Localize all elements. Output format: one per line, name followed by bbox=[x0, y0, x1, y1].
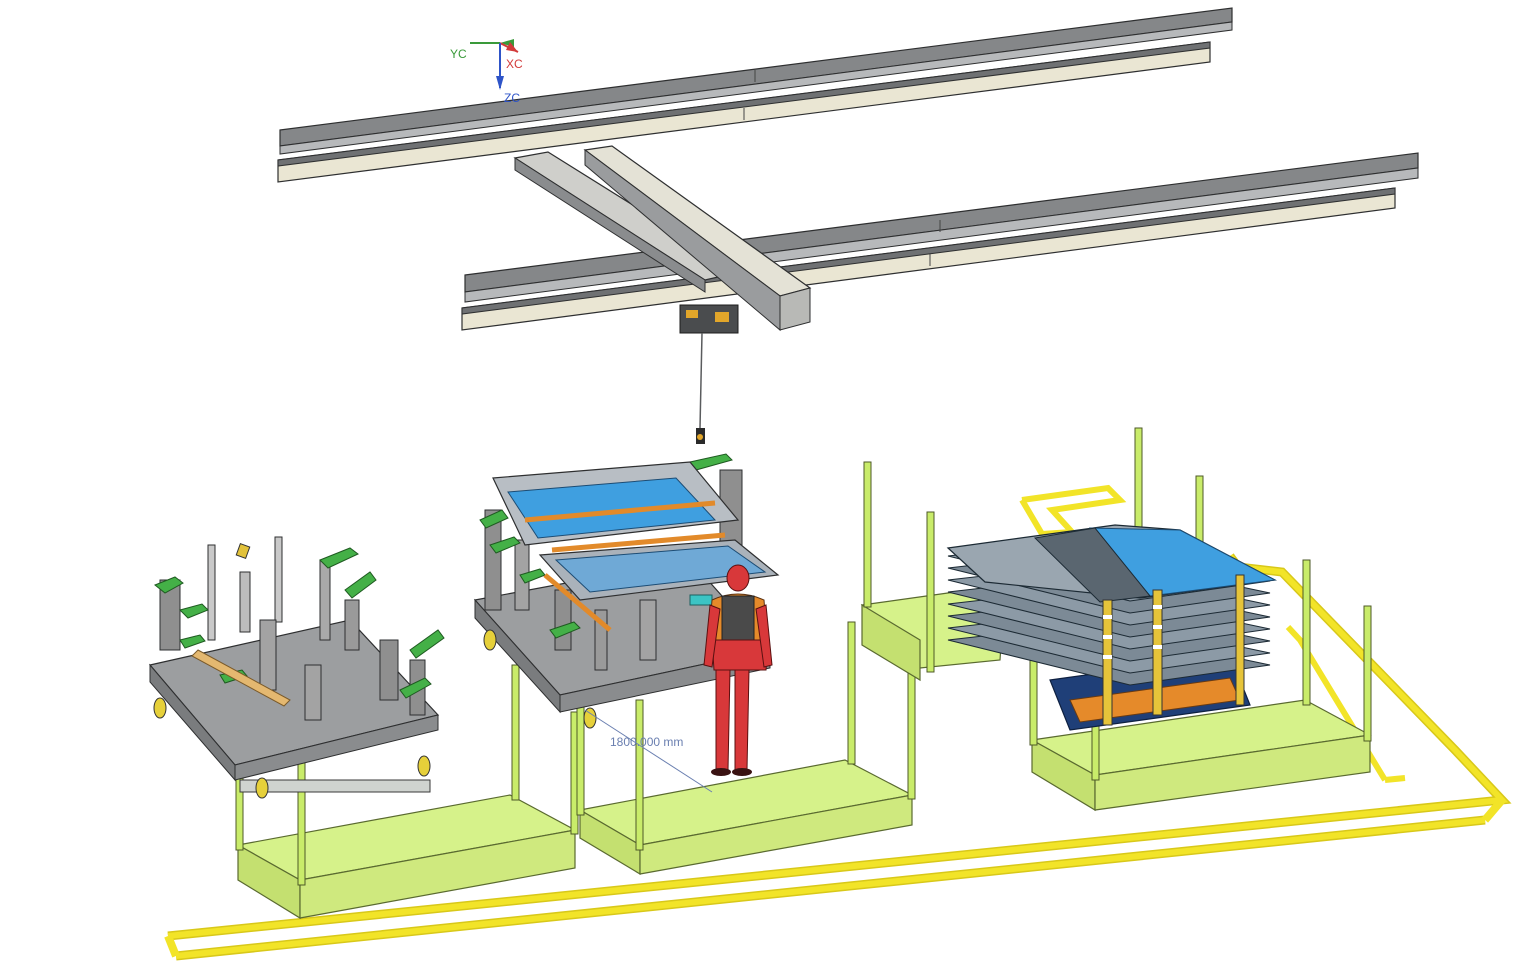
axis-triad: YC XC ZC bbox=[450, 39, 523, 105]
fixture-table-left[interactable] bbox=[148, 536, 445, 799]
axis-label-x: XC bbox=[506, 57, 523, 71]
axis-label-z: ZC bbox=[504, 91, 520, 105]
operator-figure[interactable] bbox=[703, 564, 773, 776]
floor-zone-center[interactable] bbox=[576, 621, 916, 876]
dimension-label: 1800.000 mm bbox=[610, 735, 683, 749]
dimension-annotation: 1800.000 mm bbox=[584, 709, 713, 793]
hoist-trolley[interactable] bbox=[679, 304, 739, 444]
panel-storage-rack[interactable] bbox=[946, 524, 1277, 731]
fixture-table-center[interactable] bbox=[473, 453, 780, 729]
floor-zone-left[interactable] bbox=[235, 664, 579, 920]
floor-zone-right[interactable] bbox=[1029, 559, 1372, 812]
crane-rail-upper[interactable] bbox=[277, 7, 1233, 183]
axis-label-y: YC bbox=[450, 47, 467, 61]
floor-zone-back[interactable] bbox=[860, 427, 1204, 682]
crane-bridge-beams[interactable] bbox=[513, 145, 812, 332]
